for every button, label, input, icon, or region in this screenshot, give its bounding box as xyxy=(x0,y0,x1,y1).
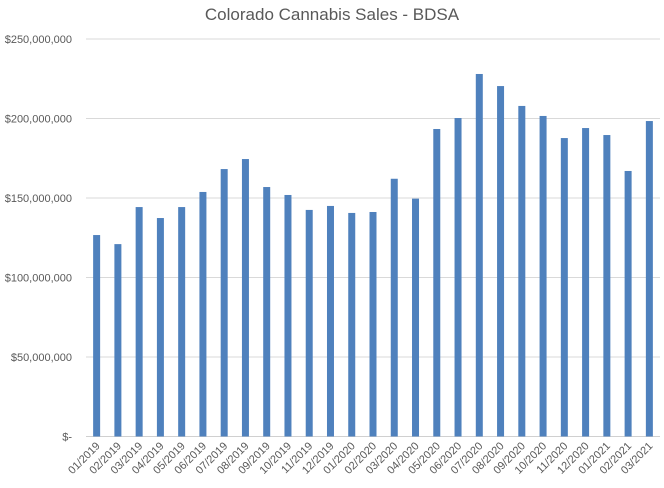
bar-11-2019 xyxy=(305,209,313,437)
bar-09-2019 xyxy=(263,187,271,437)
bar-08-2020 xyxy=(497,86,505,437)
bar-08-2019 xyxy=(241,159,249,437)
bar-04-2019 xyxy=(156,218,164,437)
bar-10-2019 xyxy=(284,194,292,437)
y-tick-label: $50,000,000 xyxy=(11,352,72,364)
bar-01-2021 xyxy=(603,135,611,437)
bar-10-2020 xyxy=(539,115,547,437)
bar-11-2020 xyxy=(560,138,568,437)
bar-04-2020 xyxy=(412,198,420,437)
y-tick-label: $200,000,000 xyxy=(5,114,72,126)
bar-05-2020 xyxy=(433,128,441,437)
y-tick-label: $100,000,000 xyxy=(5,273,72,285)
bar-01-2019 xyxy=(93,235,101,437)
bar-07-2020 xyxy=(475,73,483,437)
bar-06-2020 xyxy=(454,118,462,437)
bar-09-2020 xyxy=(518,105,526,437)
bar-12-2020 xyxy=(582,128,590,437)
bar-03-2021 xyxy=(645,121,653,437)
bar-03-2020 xyxy=(390,178,398,437)
bar-07-2019 xyxy=(220,169,228,437)
bar-03-2019 xyxy=(135,207,143,437)
bar-01-2020 xyxy=(348,212,356,437)
y-tick-label: $250,000,000 xyxy=(5,34,72,46)
y-tick-label: $- xyxy=(62,432,72,444)
chart-title: Colorado Cannabis Sales - BDSA xyxy=(205,5,460,24)
bar-02-2020 xyxy=(369,211,377,437)
bar-12-2019 xyxy=(326,205,334,437)
bar-02-2021 xyxy=(624,170,632,437)
bar-05-2019 xyxy=(178,207,186,437)
bar-06-2019 xyxy=(199,191,207,437)
bar-02-2019 xyxy=(114,244,122,437)
y-tick-label: $150,000,000 xyxy=(5,193,72,205)
